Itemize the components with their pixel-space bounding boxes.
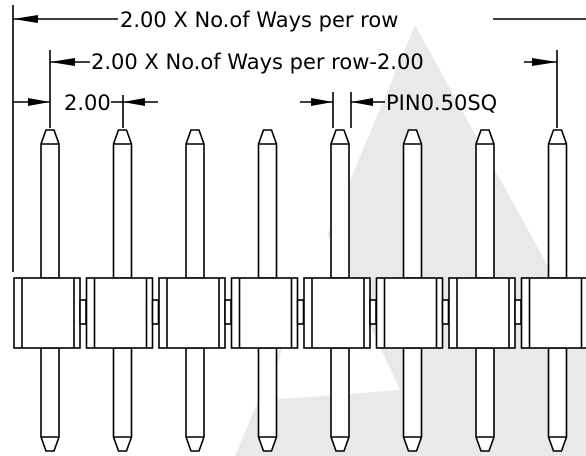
insulator-segment <box>85 277 154 349</box>
insulator-bridge <box>151 299 160 325</box>
pin-lower <box>40 347 60 452</box>
pin-lower <box>547 347 568 452</box>
pin-lower <box>257 347 278 452</box>
insulator-segment <box>13 277 81 349</box>
pin-lower <box>475 347 495 452</box>
insulator-bridge <box>441 299 450 325</box>
insulator-segment <box>448 277 516 349</box>
insulator-segment <box>158 277 226 349</box>
pitch-label: 2.00 <box>64 91 111 115</box>
insulator-bridge <box>514 299 522 325</box>
pin-upper <box>257 129 278 279</box>
insulator-bridge <box>79 299 87 325</box>
total-length-label: 2.00 X No.of Ways per row <box>120 8 398 32</box>
header-pins <box>13 129 586 452</box>
insulator-bridge <box>224 299 232 325</box>
insulator-segment <box>375 277 444 349</box>
insulator-segment <box>230 277 299 349</box>
total-length-dimension: 2.00 X No.of Ways per row <box>12 5 586 272</box>
end-pin-span-label: 2.00 X No.of Ways per row-2.00 <box>91 50 424 74</box>
pin-size-label: PIN0.50SQ <box>386 91 497 115</box>
insulator-bridge <box>369 299 377 325</box>
pin-upper <box>185 129 205 279</box>
pin-upper <box>547 129 568 279</box>
insulator-bridge <box>296 299 305 325</box>
pin-lower <box>112 347 133 452</box>
insulator-segment <box>303 277 371 349</box>
pin-size-dimension: PIN0.50SQ <box>300 91 497 128</box>
pin-lower <box>402 347 423 452</box>
pin-upper <box>475 129 495 279</box>
pin-lower <box>330 347 350 452</box>
end-pin-span-dimension: 2.00 X No.of Ways per row-2.00 <box>49 50 558 128</box>
pin-upper <box>40 129 60 279</box>
pin-upper <box>330 129 350 279</box>
pin-lower <box>185 347 205 452</box>
insulator-segment <box>520 277 586 349</box>
pin-upper <box>402 129 423 279</box>
pin-upper <box>112 129 133 279</box>
pitch-dimension: 2.00 <box>13 91 158 128</box>
